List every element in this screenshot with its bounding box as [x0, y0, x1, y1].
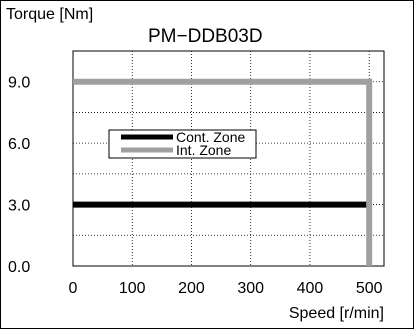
y-tick-label: 9.0	[8, 75, 30, 92]
legend-label-int-zone: Int. Zone	[176, 142, 231, 158]
x-tick-label: 200	[178, 280, 205, 297]
y-tick-label: 6.0	[8, 136, 30, 153]
x-tick-label: 400	[297, 280, 324, 297]
series-line-int-zone	[73, 78, 373, 266]
legend-label-cont-zone: Cont. Zone	[176, 129, 245, 145]
x-tick-label: 0	[69, 280, 78, 297]
y-tick-label: 0.0	[8, 259, 30, 276]
x-tick-label: 300	[237, 280, 264, 297]
y-tick-label: 3.0	[8, 198, 30, 215]
x-tick-label: 500	[356, 280, 383, 297]
x-tick-label: 100	[119, 280, 146, 297]
series-lines	[73, 78, 373, 266]
y-axis-label: Torque [Nm]	[6, 6, 93, 23]
chart-title: PM−DDB03D	[148, 26, 263, 47]
x-axis-label: Speed [r/min]	[289, 305, 384, 322]
plot-area	[72, 50, 385, 267]
tick-labels: 0.0 3.0 6.0 9.0 0 100 200 300 400 500	[8, 75, 383, 297]
legend: Cont. Zone Int. Zone	[108, 129, 257, 159]
